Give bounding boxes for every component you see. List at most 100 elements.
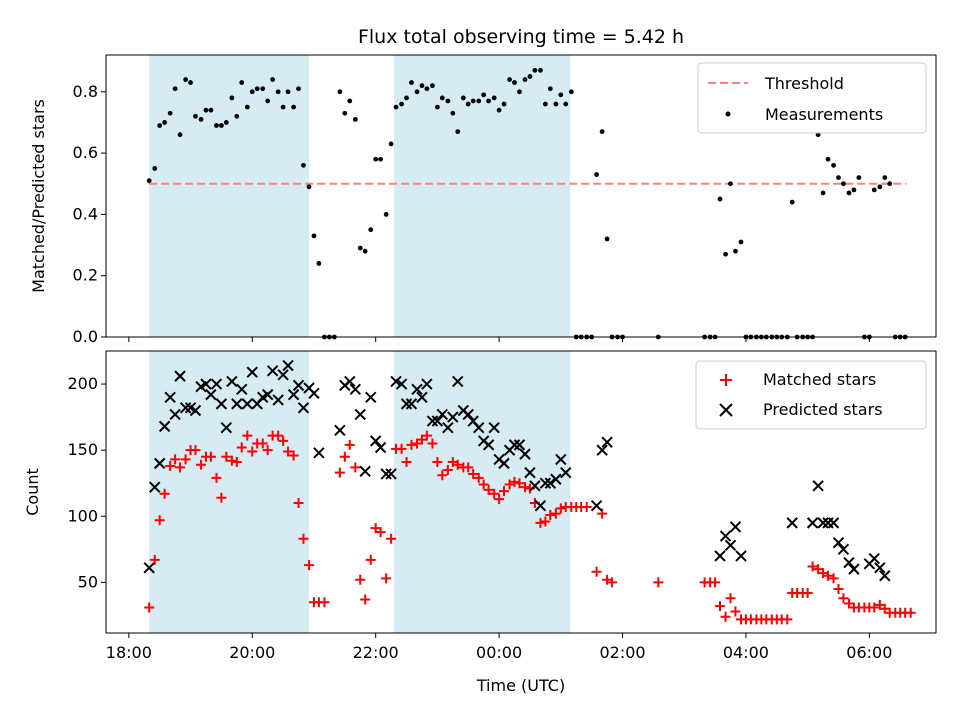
matched-star-point — [725, 593, 736, 604]
measurement-point — [604, 236, 610, 242]
measurement-point — [882, 175, 888, 181]
predicted-star-point — [735, 550, 747, 562]
predicted-star-point — [236, 383, 248, 396]
matched-star-point — [555, 503, 566, 514]
matched-star-point — [396, 443, 407, 454]
measurement-point — [414, 89, 420, 95]
predicted-star-point — [601, 436, 613, 448]
predicted-star-point — [241, 398, 254, 410]
matched-star-point — [360, 594, 371, 605]
matched-star-point — [807, 561, 818, 572]
measurement-point — [455, 129, 461, 135]
measurement-point — [152, 166, 158, 171]
measurement-point — [841, 181, 846, 187]
top-legend-box — [697, 62, 927, 134]
matched-star-point — [473, 472, 484, 483]
measurement-point — [214, 123, 219, 128]
predicted-star-point — [231, 398, 243, 410]
bottom-x-tick-label: 04:00 — [723, 643, 769, 662]
measurement-point — [311, 233, 317, 239]
matched-star-point — [833, 583, 844, 594]
predicted-star-point — [374, 441, 387, 454]
measurement-point — [538, 67, 543, 73]
top-shaded-interval — [394, 55, 571, 337]
predicted-star-point — [189, 404, 202, 417]
predicted-star-point — [313, 447, 325, 459]
measurement-point — [496, 107, 502, 113]
matched-star-point — [597, 508, 608, 519]
predicted-star-point — [385, 468, 397, 480]
matched-star-point — [211, 472, 222, 483]
top-plot-frame — [105, 54, 937, 338]
matched-star-point — [144, 602, 155, 613]
measurement-point — [167, 110, 173, 116]
measurement-point — [249, 89, 255, 95]
predicted-star-point — [879, 570, 891, 582]
predicted-star-point — [400, 398, 413, 410]
predicted-star-point — [832, 536, 845, 549]
matched-star-point — [226, 455, 237, 466]
measurement-point — [177, 132, 183, 138]
predicted-star-point — [226, 375, 238, 388]
matched-star-point — [216, 492, 227, 503]
matched-star-point — [478, 479, 489, 490]
matched-star-point — [319, 597, 330, 608]
measurement-point — [871, 187, 877, 193]
measurement-point — [476, 98, 482, 104]
predicted-star-point — [395, 378, 408, 390]
measurement-point — [430, 83, 435, 89]
predicted-star-point — [534, 499, 547, 512]
matched-star-point — [334, 467, 345, 478]
matched-star-point — [591, 566, 602, 577]
measurement-point — [254, 86, 260, 92]
predicted-star-point — [344, 375, 356, 388]
matched-star-point — [432, 457, 443, 468]
matched-star-point — [802, 587, 813, 598]
bottom-legend: Matched stars Predicted stars — [695, 360, 927, 430]
predicted-star-point — [827, 517, 840, 529]
predicted-star-point — [308, 387, 320, 400]
measurement-point — [527, 74, 533, 79]
matched-star-point — [905, 607, 916, 618]
measurement-point — [532, 67, 538, 73]
bottom-y-axis: 50 100 150 200 — [67, 374, 106, 591]
predicted-star-point — [416, 391, 428, 403]
matched-star-point — [355, 574, 366, 585]
bottom-y-tick-label: 200 — [67, 374, 98, 393]
top-x-axis — [128, 337, 870, 342]
predicted-star-point — [812, 480, 824, 492]
measurement-point — [223, 120, 229, 125]
measurement-point — [507, 77, 512, 82]
measurement-point — [301, 162, 306, 168]
predicted-star-point — [261, 388, 274, 401]
measurement-point — [373, 156, 379, 162]
predicted-star-point — [555, 453, 567, 466]
matched-star-point — [869, 602, 880, 613]
matched-star-point — [293, 498, 304, 509]
measurement-point — [393, 104, 399, 110]
matched-star-point — [715, 601, 726, 612]
bottom-x-axis: 18:00 20:00 22:00 00:00 02:00 04:00 06:00 — [106, 633, 892, 662]
matched-star-point — [339, 451, 350, 462]
predicted-star-point — [174, 370, 186, 382]
measurement-point — [846, 190, 852, 196]
predicted-star-point — [848, 563, 860, 575]
predicted-star-point — [153, 457, 166, 470]
predicted-star-point — [550, 473, 562, 485]
matched-star-point — [344, 439, 355, 450]
top-legend: Threshold Measurements — [697, 62, 927, 134]
top-y-tick-label: 0.0 — [73, 327, 98, 346]
matched-star-point — [581, 502, 592, 513]
matched-star-point — [242, 430, 253, 441]
legend-predicted-swatch — [719, 403, 733, 417]
measurement-point — [193, 113, 198, 119]
matched-star-point — [499, 486, 510, 497]
bottom-x-tick-label: 06:00 — [846, 643, 892, 662]
predicted-star-point — [447, 411, 459, 423]
predicted-star-point — [149, 481, 161, 493]
measurement-point — [542, 101, 548, 107]
predicted-star-point — [482, 439, 495, 451]
matched-star-point — [710, 577, 721, 588]
predicted-star-point — [210, 378, 223, 390]
top-panel: 0.0 0.2 0.4 0.6 0.8 Flux total observing tim… — [29, 26, 937, 346]
